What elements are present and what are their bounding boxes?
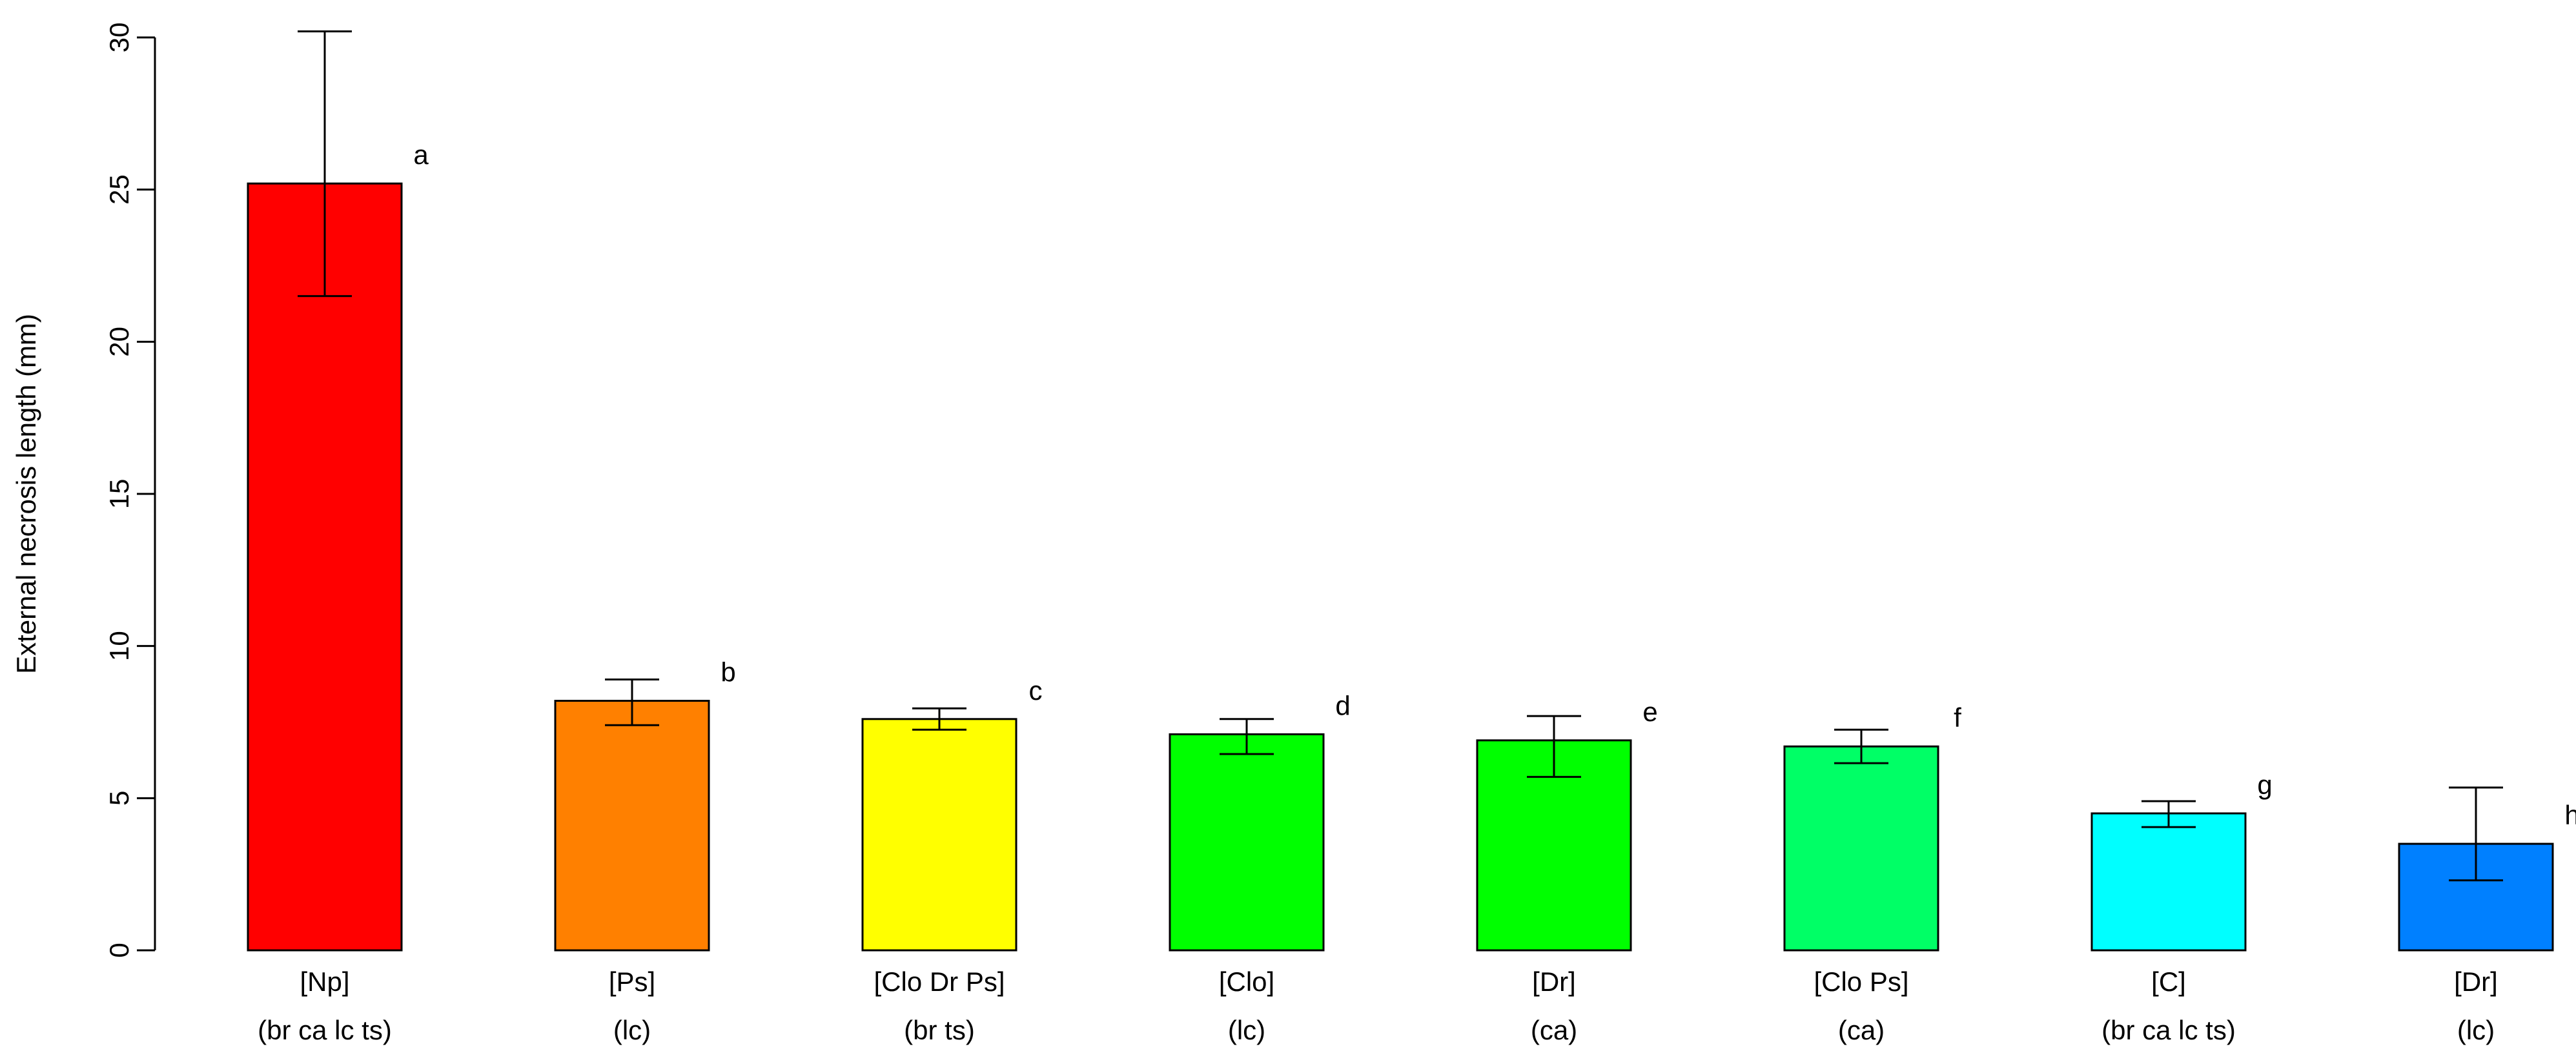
x-axis-labels-group: [Np] (br ca lc ts) [Ps] (lc) [Clo Dr Ps] (br …	[258, 966, 2498, 1045]
bar	[247, 182, 403, 952]
significance-letter: f	[1954, 702, 1961, 733]
significance-letter: d	[1335, 690, 1350, 720]
x-tick-label-group: [C]	[2151, 966, 2186, 997]
x-tick-label-site: (lc)	[1228, 1015, 1265, 1045]
significance-letter: a	[413, 139, 429, 170]
x-tick-label-group: [Ps]	[609, 966, 655, 997]
x-tick-label-group: [Dr]	[1532, 966, 1576, 997]
x-tick-label-group: [Dr]	[2454, 966, 2498, 997]
x-tick-label-site: (br ts)	[904, 1015, 975, 1045]
x-tick-label-site: (lc)	[2457, 1015, 2495, 1045]
x-tick-label-group: [Clo]	[1219, 966, 1274, 997]
y-axis: 0 5 10 15 20 25 30	[104, 23, 156, 958]
significance-letter: c	[1029, 675, 1043, 706]
y-tick-label: 20	[104, 327, 134, 357]
y-tick-label: 0	[104, 943, 134, 957]
x-tick-label-site: (br ca lc ts)	[258, 1015, 392, 1045]
bar	[861, 718, 1017, 952]
significance-letter: h	[2564, 800, 2576, 830]
y-tick-label: 30	[104, 23, 134, 53]
y-tick-label: 10	[104, 631, 134, 661]
bar	[2090, 812, 2247, 952]
x-tick-label-site: (ca)	[1838, 1015, 1885, 1045]
bar	[554, 700, 710, 952]
bar	[1783, 745, 1939, 952]
x-tick-label-group: [Clo Dr Ps]	[874, 966, 1005, 997]
significance-letter: e	[1642, 697, 1657, 727]
x-tick-label-site: (br ca lc ts)	[2101, 1015, 2236, 1045]
y-tick-label: 25	[104, 174, 134, 205]
x-tick-label-site: (ca)	[1531, 1015, 1577, 1045]
error-bars-group	[298, 30, 2503, 882]
y-tick-label: 5	[104, 791, 134, 806]
bars-group	[247, 182, 2554, 952]
significance-letter: b	[721, 657, 735, 688]
y-axis-label: External necrosis length (mm)	[11, 314, 41, 674]
significance-letter: g	[2257, 770, 2272, 800]
significance-letters-group: a b c d e f g h	[413, 139, 2576, 830]
x-tick-label-group: [Np]	[300, 966, 349, 997]
x-tick-label-site: (lc)	[613, 1015, 651, 1045]
bar	[1169, 733, 1325, 952]
y-tick-label: 15	[104, 479, 134, 509]
x-tick-label-group: [Clo Ps]	[1814, 966, 1908, 997]
